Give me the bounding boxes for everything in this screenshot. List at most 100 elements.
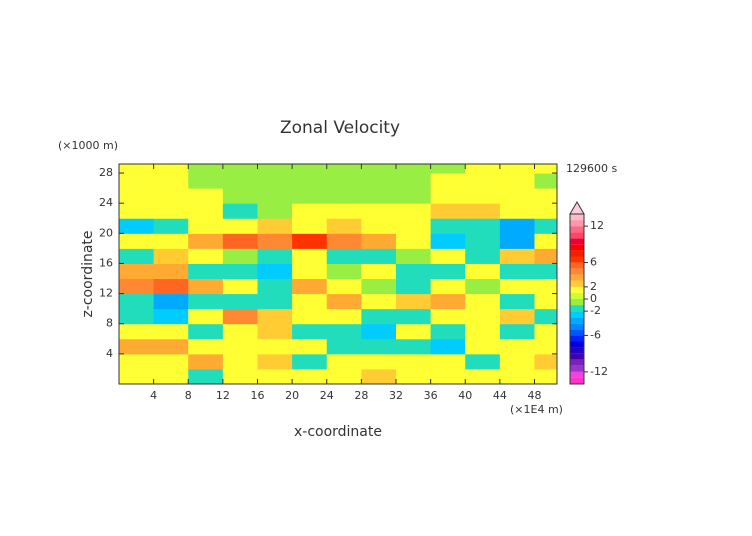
field-cell <box>361 293 397 310</box>
field-cell <box>188 323 224 340</box>
field-cell <box>153 368 189 384</box>
field-cell <box>499 203 535 219</box>
field-cell <box>188 293 224 310</box>
field-cell <box>257 218 293 234</box>
field-cell <box>326 218 362 234</box>
field-cell <box>222 203 258 219</box>
field-cell <box>153 203 189 219</box>
field-cell <box>395 164 432 174</box>
colorbar-segment <box>570 268 584 275</box>
field-cell <box>119 308 155 325</box>
y-tick-label: 8 <box>106 317 113 330</box>
field-cell <box>257 278 293 295</box>
field-cell <box>534 323 557 340</box>
field-cell <box>188 218 224 234</box>
colorbar-segment <box>570 244 584 251</box>
y-axis-title: z-coordinate <box>80 230 96 317</box>
colorbar-segment <box>570 232 584 239</box>
field-cell <box>257 293 293 310</box>
colorbar-segment <box>570 226 584 233</box>
field-cell <box>222 323 258 340</box>
field-cell <box>292 278 328 295</box>
field-cell <box>395 263 432 280</box>
field-cell <box>430 233 466 249</box>
colorbar-segment <box>570 274 584 281</box>
field-cell <box>465 248 501 264</box>
time-label: 129600 s <box>566 162 617 175</box>
field-cell <box>292 293 328 310</box>
field-cell <box>153 164 189 174</box>
field-cell <box>188 368 224 384</box>
field-cell <box>395 233 432 249</box>
colorbar-segment <box>570 371 584 378</box>
field-cell <box>292 164 328 174</box>
field-cell <box>153 173 189 189</box>
field-cell <box>499 263 535 280</box>
field-cell <box>430 293 466 310</box>
field-cell <box>119 233 155 249</box>
field-cell <box>119 164 155 174</box>
colorbar-tick-label: -12 <box>590 365 608 378</box>
field-cell <box>465 353 501 370</box>
field-cell <box>119 248 155 264</box>
field-cell <box>534 188 557 204</box>
field-cell <box>153 308 189 325</box>
field-cell <box>534 203 557 219</box>
colorbar-segment <box>570 305 584 312</box>
field-cell <box>361 233 397 249</box>
field-cell <box>534 368 557 384</box>
field-cell <box>499 188 535 204</box>
field-cell <box>499 233 535 249</box>
field-cell <box>361 278 397 295</box>
field-cell <box>326 353 362 370</box>
y-tick-label: 12 <box>99 287 113 300</box>
field-cell <box>499 338 535 355</box>
field-cell <box>222 218 258 234</box>
x-tick-label: 16 <box>250 389 264 402</box>
colorbar-segment <box>570 353 584 360</box>
colorbar-segment <box>570 292 584 299</box>
field-cell <box>257 203 293 219</box>
field-cell <box>257 188 293 204</box>
field-cell <box>361 164 397 174</box>
field-cell <box>326 368 362 384</box>
field-cell <box>119 353 155 370</box>
field-cell <box>326 173 362 189</box>
x-tick-label: 32 <box>389 389 403 402</box>
field-cell <box>499 278 535 295</box>
field-cell <box>534 308 557 325</box>
field-cell <box>257 353 293 370</box>
field-cell <box>326 278 362 295</box>
field-cell <box>465 323 501 340</box>
field-cell <box>326 188 362 204</box>
colorbar-segment <box>570 256 584 263</box>
field-cell <box>292 323 328 340</box>
field-cell <box>465 218 501 234</box>
field-cell <box>361 173 397 189</box>
field-cell <box>119 218 155 234</box>
colorbar-tick-label: 2 <box>590 280 597 293</box>
field-cell <box>222 233 258 249</box>
field-cell <box>119 263 155 280</box>
field-cell <box>257 248 293 264</box>
field-cell <box>188 173 224 189</box>
field-cell <box>326 338 362 355</box>
chart-title: Zonal Velocity <box>280 118 400 138</box>
colorbar-segment <box>570 238 584 245</box>
field-cell <box>465 293 501 310</box>
field-cell <box>534 233 557 249</box>
field-cell <box>395 353 432 370</box>
field-cell <box>430 248 466 264</box>
colorbar-tick-label: 0 <box>590 292 597 305</box>
field-cell <box>188 248 224 264</box>
field-cell <box>465 338 501 355</box>
x-axis-title: x-coordinate <box>294 424 382 440</box>
field-cell <box>465 233 501 249</box>
field-cell <box>534 353 557 370</box>
field-cell <box>395 323 432 340</box>
field-cell <box>257 338 293 355</box>
field-cell <box>292 368 328 384</box>
field-cell <box>222 188 258 204</box>
field-cell <box>534 278 557 295</box>
